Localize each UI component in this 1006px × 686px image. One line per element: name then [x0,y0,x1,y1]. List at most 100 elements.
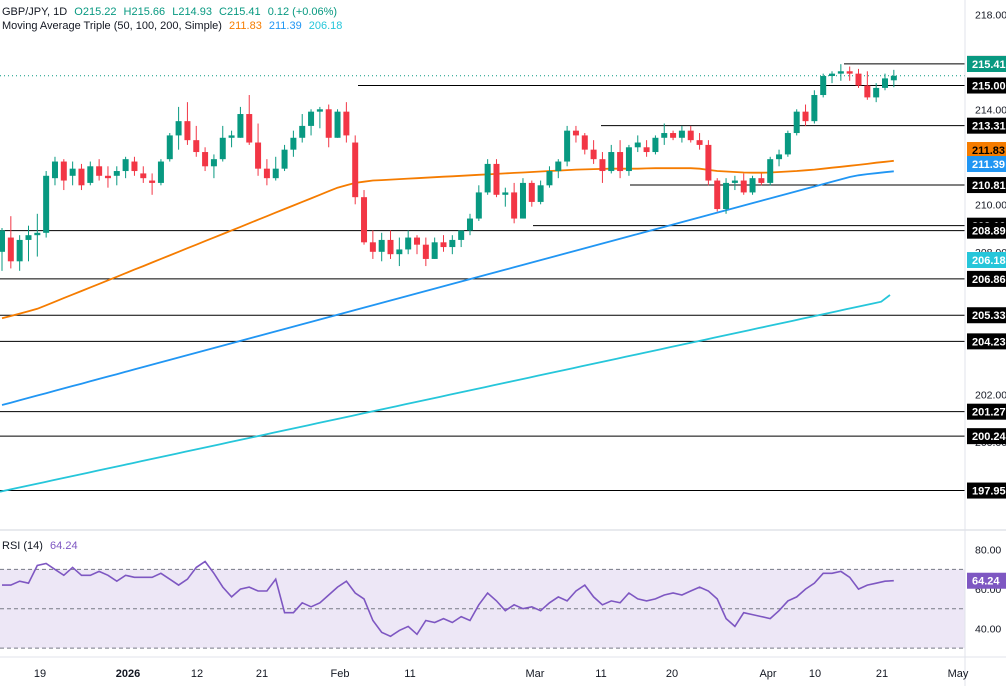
rsi-pane [0,560,965,649]
time-axis-label: 19 [34,668,46,680]
candle-body [272,168,279,179]
candle-body [484,163,491,193]
candle [281,144,288,172]
candle-body [731,180,738,183]
candle [140,166,147,183]
candle [731,175,738,191]
level-tag [967,307,1006,324]
candle [325,104,332,148]
candle-body [308,111,315,126]
candle-body [696,140,703,145]
candle [502,187,509,207]
candle [131,156,138,176]
candle [175,106,182,150]
rsi-axis-label: 40.00 [975,623,1001,635]
candle-body [652,137,659,153]
candle [484,159,491,195]
time-axis-label: Mar [526,668,545,680]
candle [361,190,368,245]
candle-body [829,73,836,77]
candle [873,83,880,103]
price-tag [967,156,1006,172]
candle [414,235,421,255]
candle-body [784,133,791,155]
candle-body [511,192,518,219]
candle [864,71,871,100]
candle-body [617,152,624,172]
candle-body [502,192,509,195]
candle [113,166,120,186]
level-tag [967,222,1006,239]
candle [458,230,465,248]
candle-body [714,180,721,210]
price-tag [967,56,1006,72]
candle-body [767,159,774,183]
level-tag-label: 200.24 [972,431,1006,443]
candle [617,140,624,179]
candle [740,173,747,195]
ma50-value: 211.83 [228,20,262,32]
candle [78,163,85,191]
level-tag-label: 208.89 [972,226,1006,238]
candle [625,144,632,176]
level-tag-label: 213.31 [972,121,1006,133]
candle [34,213,41,257]
price-axis-label: 214.00 [975,104,1006,116]
candle-body [414,237,421,245]
candle [422,237,429,267]
ma200-value: 206.18 [308,20,343,32]
candle-body [104,175,111,179]
rsi-band [0,569,965,649]
level-tag-label: 215.00 [972,81,1006,93]
level-tag-label: 197.95 [972,486,1006,498]
candle [528,180,535,207]
candle-body [555,161,562,172]
candle-body [493,163,500,195]
candle-body [281,149,288,169]
candle [387,230,394,259]
level-tag-label: 210.81 [972,180,1006,192]
candle-body [643,147,650,153]
candle-body [210,159,217,167]
candle [882,73,888,91]
candle-body [378,239,385,252]
candle-body [16,239,23,262]
level-tag [967,482,1006,499]
candle-body [175,121,182,136]
candle-body [263,168,270,179]
candle [811,90,818,124]
candle-body [846,71,853,74]
candle-body [113,171,120,176]
candle [290,130,297,157]
candle [670,130,677,141]
candle-body [466,218,473,231]
candle-body [519,182,526,219]
candle-body [246,114,253,143]
time-axis-label: May [948,668,969,680]
candle [678,125,685,143]
candle [705,140,712,186]
candle [829,71,836,84]
candle [723,178,730,214]
price-tags: 215.91215.00213.31210.81209.10208.89206.… [967,55,1006,589]
candle [890,69,897,88]
candle [519,178,526,219]
candle [255,123,262,176]
candle [837,64,844,81]
candle [343,102,350,143]
ma100-value: 211.39 [268,20,302,32]
candle [793,109,800,136]
candle-body [122,159,129,172]
candle-body [140,173,147,179]
candle-body [78,168,85,186]
candle-body [546,171,553,186]
candle [696,133,703,150]
candle-body [855,73,862,86]
candle-body [131,161,138,172]
price-tag [967,142,1006,158]
level-tag-label: 201.27 [972,407,1006,419]
rsi-header: RSI (14) 64.24 [2,540,82,552]
candle-body [290,137,297,150]
candle [25,225,32,262]
